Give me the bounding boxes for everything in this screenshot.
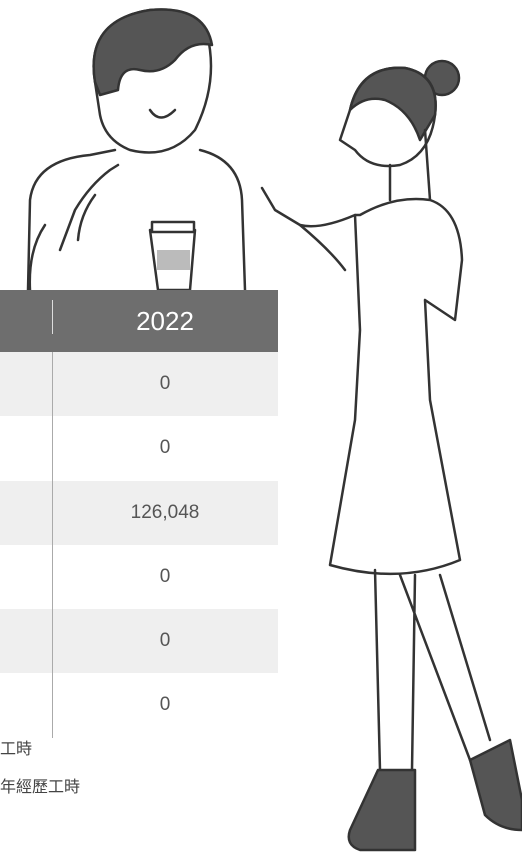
cell: 0 bbox=[159, 694, 171, 716]
cell: 0 bbox=[159, 630, 171, 652]
footnote: 年經歷工時 bbox=[0, 779, 81, 796]
footnote: 工時 bbox=[0, 741, 33, 758]
cell: 126,048 bbox=[130, 501, 200, 523]
table-row: 0 bbox=[0, 673, 278, 737]
cell: 0 bbox=[159, 565, 171, 587]
table-header: 2022 bbox=[0, 290, 278, 352]
table-row: 0 bbox=[0, 352, 278, 417]
cell: 0 bbox=[159, 437, 171, 459]
table-row: 126,048 bbox=[0, 480, 278, 545]
table-row: 0 bbox=[0, 609, 278, 674]
column-divider bbox=[52, 352, 53, 738]
table-row: 0 bbox=[0, 416, 278, 480]
table-body: 0 0 126,048 0 0 0 bbox=[0, 352, 278, 738]
data-table: 2022 0 0 126,048 0 0 0 bbox=[0, 290, 278, 738]
table-row: 0 bbox=[0, 545, 278, 609]
header-cell: 2022 bbox=[136, 306, 194, 336]
cell: 0 bbox=[159, 373, 171, 394]
divider bbox=[52, 300, 53, 334]
